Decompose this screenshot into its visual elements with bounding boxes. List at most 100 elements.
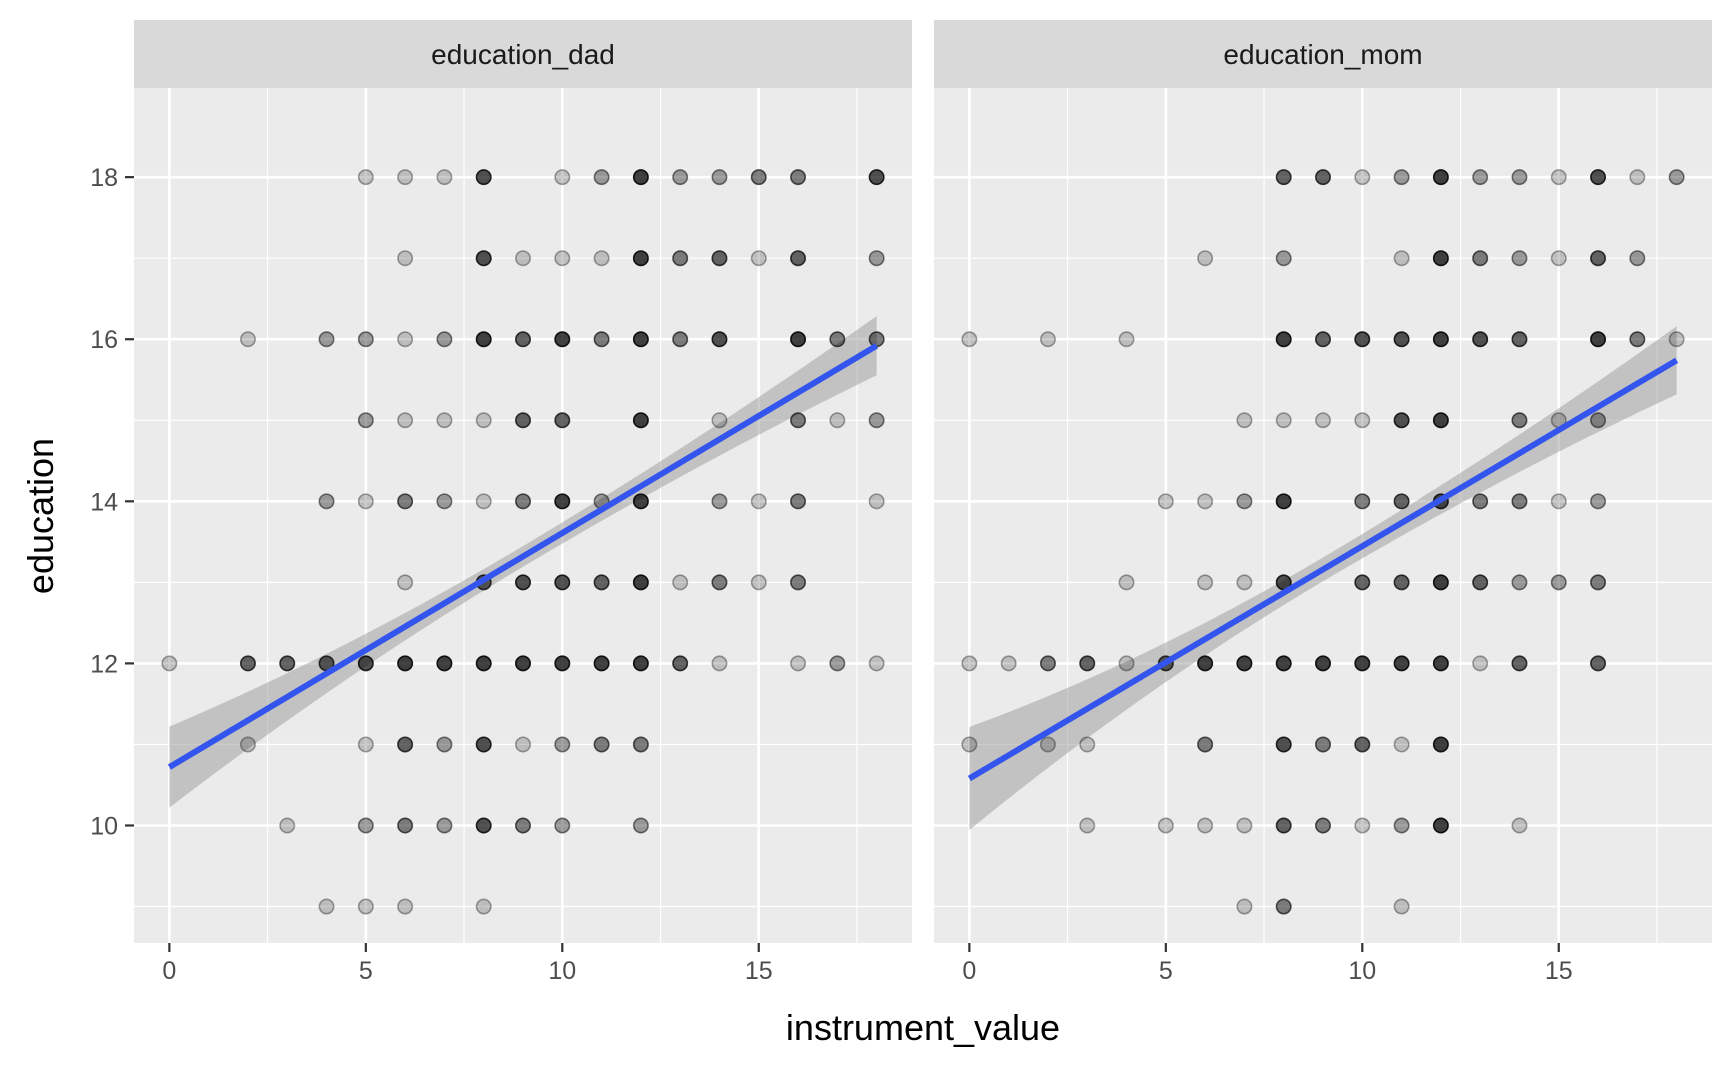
data-point	[475, 169, 492, 186]
data-point	[1511, 493, 1528, 510]
data-point	[1354, 817, 1371, 834]
x-tick-label: 0	[962, 957, 976, 985]
data-point	[1157, 493, 1174, 510]
data-point	[1393, 331, 1410, 348]
data-point	[593, 574, 610, 591]
data-point	[279, 817, 296, 834]
data-point	[632, 736, 649, 753]
data-point	[790, 412, 807, 429]
data-point	[436, 655, 453, 672]
data-point	[397, 655, 414, 672]
data-point	[1354, 412, 1371, 429]
data-point	[1197, 736, 1214, 753]
panel-background	[934, 88, 1712, 943]
data-point	[357, 817, 374, 834]
data-point	[1079, 736, 1096, 753]
data-point	[1432, 331, 1449, 348]
data-point	[1668, 331, 1685, 348]
data-point	[790, 250, 807, 267]
data-point	[357, 736, 374, 753]
data-point	[829, 412, 846, 429]
data-point	[1432, 655, 1449, 672]
data-point	[475, 898, 492, 915]
data-point	[318, 331, 335, 348]
data-point	[1590, 493, 1607, 510]
data-point	[397, 574, 414, 591]
data-point	[161, 655, 178, 672]
data-point	[1550, 493, 1567, 510]
regression-line	[967, 357, 1679, 782]
data-point	[1236, 493, 1253, 510]
data-point	[514, 655, 531, 672]
data-point	[357, 655, 374, 672]
data-point	[868, 331, 885, 348]
x-tick-label: 5	[359, 957, 373, 985]
data-point	[1315, 817, 1332, 834]
data-point	[1118, 331, 1135, 348]
data-point	[750, 169, 767, 186]
data-point	[397, 250, 414, 267]
data-point	[711, 169, 728, 186]
data-point	[397, 331, 414, 348]
data-point	[593, 331, 610, 348]
data-point	[1511, 817, 1528, 834]
data-point	[1511, 250, 1528, 267]
data-point	[1197, 574, 1214, 591]
data-point	[1393, 898, 1410, 915]
data-point	[750, 493, 767, 510]
data-point	[1236, 574, 1253, 591]
data-point	[475, 817, 492, 834]
data-point	[672, 574, 689, 591]
data-point	[1511, 169, 1528, 186]
strip-background	[934, 20, 1712, 88]
data-point	[239, 331, 256, 348]
data-point	[672, 250, 689, 267]
x-tick-label: 10	[1348, 957, 1376, 985]
confidence-band	[169, 316, 877, 808]
data-point	[554, 169, 571, 186]
y-tick-label: 12	[90, 650, 118, 678]
x-tick-label: 15	[1545, 957, 1573, 985]
data-point	[632, 331, 649, 348]
data-point	[1393, 493, 1410, 510]
data-point	[1590, 655, 1607, 672]
panel-education-dad: education_dad 0 5 10 15	[134, 20, 912, 985]
data-point	[514, 493, 531, 510]
strip-background	[134, 20, 912, 88]
data-point	[1629, 331, 1646, 348]
x-tick-label: 0	[162, 957, 176, 985]
data-point	[1118, 574, 1135, 591]
data-point	[961, 655, 978, 672]
data-point	[1590, 169, 1607, 186]
data-point	[1118, 655, 1135, 672]
data-point	[1393, 574, 1410, 591]
data-point	[1197, 817, 1214, 834]
panel-education-mom: education_mom 0 5 10 15	[934, 20, 1712, 985]
data-point	[711, 574, 728, 591]
data-point	[1432, 736, 1449, 753]
data-point	[868, 412, 885, 429]
data-point	[1629, 169, 1646, 186]
data-point	[1197, 250, 1214, 267]
data-point	[357, 331, 374, 348]
data-point	[1511, 412, 1528, 429]
data-point	[632, 412, 649, 429]
data-point	[1432, 412, 1449, 429]
data-point	[790, 574, 807, 591]
data-point	[790, 493, 807, 510]
data-point	[1079, 655, 1096, 672]
data-point	[1275, 817, 1292, 834]
data-point	[1511, 574, 1528, 591]
data-point	[1275, 331, 1292, 348]
x-axis-title: instrument_value	[786, 1007, 1060, 1048]
data-point	[436, 817, 453, 834]
data-point	[750, 574, 767, 591]
data-point	[1472, 574, 1489, 591]
data-point	[632, 655, 649, 672]
data-point	[711, 412, 728, 429]
data-point	[868, 655, 885, 672]
y-tick-label: 14	[90, 488, 118, 516]
data-point	[868, 250, 885, 267]
data-point	[1236, 898, 1253, 915]
